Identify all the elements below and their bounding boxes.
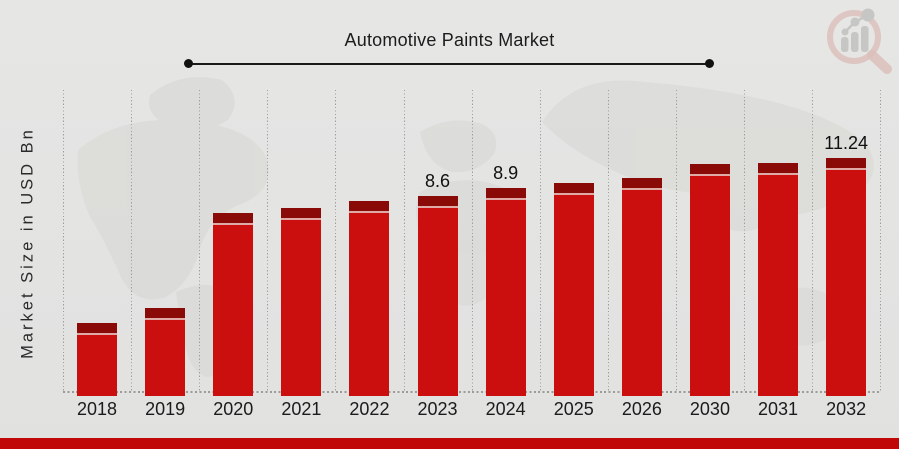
bar-body	[485, 200, 526, 396]
bar-cap	[689, 164, 730, 176]
bar-2031	[758, 163, 799, 396]
bar-body	[77, 335, 118, 396]
x-tick-label-2024: 2024	[485, 399, 526, 419]
bar-body	[758, 175, 799, 396]
gridline	[675, 90, 677, 392]
gridline	[403, 90, 405, 392]
gridline	[607, 90, 609, 392]
title-underline-rule	[184, 59, 714, 68]
x-tick-label-2025: 2025	[553, 399, 594, 419]
bar-cap	[145, 308, 186, 320]
bar-value-label-2032: 11.24	[824, 133, 868, 153]
bar-cap	[826, 158, 867, 170]
gridline	[539, 90, 541, 392]
bar-2020	[213, 213, 254, 396]
x-tick-label-2026: 2026	[621, 399, 662, 419]
bar-2018	[77, 323, 118, 396]
x-tick-label-2022: 2022	[349, 399, 390, 419]
bar-2025	[553, 183, 594, 396]
x-tick-label-2032: 2032	[826, 399, 867, 419]
gridline	[63, 90, 64, 392]
magnifier-bar-chart-logo-icon	[827, 8, 892, 74]
y-axis-label: Market Size in USD Bn	[18, 127, 37, 359]
bar-2021	[281, 208, 322, 396]
bar-cap	[281, 208, 322, 220]
bar-body	[689, 176, 730, 396]
x-tick-label-2021: 2021	[281, 399, 322, 419]
bar-2026	[621, 178, 662, 396]
bar-cap	[485, 188, 526, 200]
plot-area: 2018 2019 2020 2021 2022 8.6 2023 8.9 2024 2025 20…	[63, 90, 882, 419]
x-axis-baseline	[63, 391, 881, 393]
bar-body	[553, 195, 594, 396]
x-tick-label-2023: 2023	[417, 399, 458, 419]
footer-accent-strip	[0, 438, 899, 449]
bar-cap	[349, 201, 390, 213]
bar-2023: 8.6	[417, 171, 458, 396]
title-rule-left-dot	[184, 59, 193, 68]
x-tick-label-2031: 2031	[758, 399, 799, 419]
chart-title: Automotive Paints Market	[344, 30, 555, 50]
bar-cap	[417, 196, 458, 208]
x-tick-label-2020: 2020	[213, 399, 254, 419]
gridline	[880, 90, 882, 392]
bar-body	[213, 225, 254, 396]
bar-2032: 11.24	[824, 133, 868, 396]
bar-body	[145, 320, 186, 396]
bar-body	[826, 170, 867, 396]
gridline	[267, 90, 269, 392]
bar-body	[417, 208, 458, 396]
title-rule-right-dot	[705, 59, 714, 68]
bar-cap	[213, 213, 254, 225]
x-tick-label-2019: 2019	[145, 399, 186, 419]
bar-body	[281, 220, 322, 396]
bar-2022	[349, 201, 390, 396]
gridline	[812, 90, 814, 392]
gridline	[335, 90, 337, 392]
gridline	[199, 90, 201, 392]
bar-2024: 8.9	[485, 163, 526, 396]
bar-body	[621, 190, 662, 396]
bar-cap	[621, 178, 662, 190]
bar-cap	[77, 323, 118, 335]
x-tick-label-2018: 2018	[77, 399, 118, 419]
bar-cap	[553, 183, 594, 195]
gridline	[744, 90, 745, 392]
bar-2030	[689, 164, 730, 396]
bar-body	[349, 213, 390, 396]
gridline	[131, 90, 133, 392]
bar-2019	[145, 308, 186, 396]
x-tick-label-2030: 2030	[689, 399, 730, 419]
bar-value-label-2023: 8.6	[425, 171, 451, 191]
bar-value-label-2024: 8.9	[493, 163, 519, 183]
bar-cap	[758, 163, 799, 175]
gridline	[471, 90, 473, 392]
